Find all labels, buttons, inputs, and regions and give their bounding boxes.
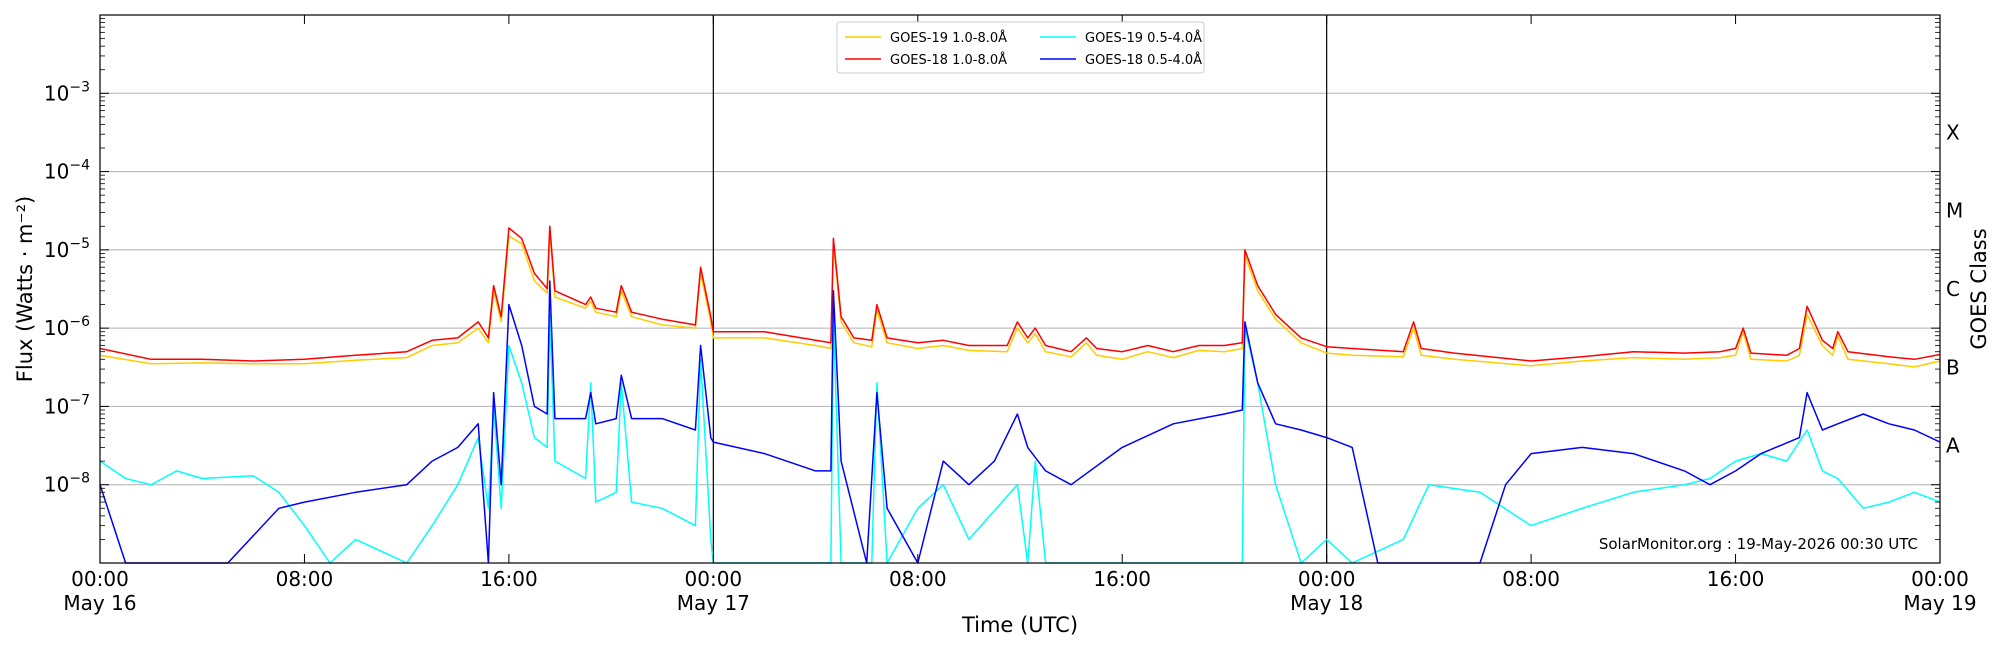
- goes-class-labels: A B C M X: [1946, 120, 1963, 457]
- x-tick-label: 08:00: [276, 567, 334, 591]
- legend-box: [836, 21, 1205, 74]
- series-line: [99, 225, 1941, 362]
- goes-class-label: C: [1946, 277, 1960, 301]
- watermark: SolarMonitor.org : 19-May-2026 00:30 UTC: [1599, 535, 1918, 553]
- series-line: [99, 280, 1941, 564]
- y-tick-label: 10−4: [44, 158, 90, 184]
- x-tick-label: 08:00: [889, 567, 947, 591]
- goes-class-label: A: [1946, 434, 1960, 458]
- y-tick-label: 10−7: [44, 392, 90, 418]
- y-tick-label: 10−8: [44, 471, 90, 497]
- x-tick-date-label: May 18: [1290, 591, 1363, 615]
- legend: GOES-19 1.0-8.0Å GOES-18 1.0-8.0Å GOES-19 …: [836, 21, 1205, 74]
- x-tick-label: 16:00: [1707, 567, 1765, 591]
- y-tick-label: 10−5: [44, 236, 90, 262]
- x-tick-label: 16:00: [1093, 567, 1151, 591]
- x-tick-date-label: May 16: [63, 591, 136, 615]
- goes-class-label: B: [1946, 355, 1960, 379]
- legend-items: GOES-19 1.0-8.0Å GOES-18 1.0-8.0Å GOES-19 …: [845, 30, 1202, 68]
- series-lines: [99, 225, 1941, 564]
- x-tick-date-label: May 19: [1903, 591, 1976, 615]
- legend-label: GOES-19 1.0-8.0Å: [890, 30, 1007, 46]
- goes-class-label: M: [1946, 199, 1963, 223]
- x-tick-label: 00:00: [71, 567, 129, 591]
- legend-label: GOES-18 1.0-8.0Å: [890, 52, 1007, 68]
- y-tick-label: 10−3: [44, 79, 90, 105]
- goes-class-label: X: [1946, 120, 1960, 144]
- y-axis-ticks: 10−8 10−7 10−6 10−5 10−4 10−3: [44, 18, 1940, 540]
- x-tick-label: 00:00: [1298, 567, 1356, 591]
- series-line: [99, 313, 1941, 564]
- legend-label: GOES-18 0.5-4.0Å: [1085, 52, 1202, 68]
- x-tick-date-label: May 17: [677, 591, 750, 615]
- series-line: [99, 229, 1941, 368]
- legend-label: GOES-19 0.5-4.0Å: [1085, 30, 1202, 46]
- y-axis-title: Flux (Watts · m⁻²): [13, 196, 37, 382]
- x-tick-label: 00:00: [1911, 567, 1969, 591]
- plot-frame: [99, 14, 1941, 564]
- x-tick-label: 16:00: [480, 567, 538, 591]
- x-axis-title: Time (UTC): [961, 613, 1078, 637]
- right-axis-title: GOES Class: [1967, 228, 1991, 349]
- day-marker-lines: [712, 15, 1328, 563]
- x-tick-label: 00:00: [685, 567, 743, 591]
- x-tick-label: 08:00: [1502, 567, 1560, 591]
- y-tick-label: 10−6: [44, 314, 90, 340]
- gridlines: [100, 92, 1940, 486]
